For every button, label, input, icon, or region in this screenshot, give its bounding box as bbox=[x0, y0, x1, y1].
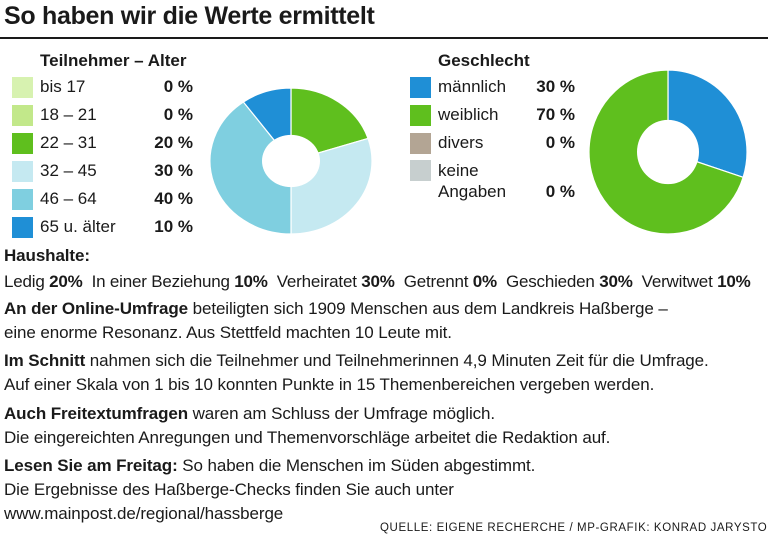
age-legend-swatch bbox=[12, 188, 33, 210]
age-donut-slice bbox=[209, 101, 292, 235]
age-legend-swatch bbox=[12, 104, 33, 126]
gender-donut-chart bbox=[588, 69, 748, 235]
gender-donut-hole bbox=[637, 119, 699, 185]
age-heading: Teilnehmer – Alter bbox=[40, 51, 187, 70]
page-title: So haben wir die Werte ermittelt bbox=[4, 2, 375, 30]
households-item: Ledig 20% bbox=[4, 272, 83, 291]
age-legend-value: 0 % bbox=[163, 77, 193, 96]
gender-legend-value: 0 % bbox=[545, 133, 575, 152]
age-legend-swatch bbox=[12, 132, 33, 154]
gender-legend-item: weiblich bbox=[410, 104, 498, 126]
households-item-value: 10% bbox=[234, 272, 268, 291]
p1-line2: eine enorme Resonanz. Aus Stettfeld mach… bbox=[4, 323, 452, 342]
age-legend-value: 0 % bbox=[163, 105, 193, 124]
gender-legend-label: keine Angaben bbox=[438, 160, 506, 202]
gender-legend-label-line1: keine bbox=[438, 161, 479, 180]
age-donut-hole bbox=[262, 134, 320, 188]
gender-legend-swatch bbox=[410, 104, 431, 126]
p2-line2: Auf einer Skala von 1 bis 10 konnten Pun… bbox=[4, 375, 655, 394]
age-legend-label: 32 – 45 bbox=[40, 161, 97, 180]
households-item: Geschieden 30% bbox=[506, 272, 633, 291]
age-legend-swatch bbox=[12, 216, 33, 238]
age-legend-label: 65 u. älter bbox=[40, 217, 116, 236]
p4-bold: Lesen Sie am Freitag: bbox=[4, 456, 178, 475]
gender-legend-value: 30 % bbox=[536, 77, 575, 96]
p2-rest: nahmen sich die Teilnehmer und Teilnehme… bbox=[85, 351, 709, 370]
age-legend-item: bis 17 bbox=[12, 76, 85, 98]
p3-line2: Die eingereichten Anregungen und Themenv… bbox=[4, 428, 611, 447]
gender-legend-value: 0 % bbox=[545, 182, 575, 201]
paragraph-average: Im Schnitt nahmen sich die Teilnehmer un… bbox=[4, 351, 709, 371]
paragraph-friday: Lesen Sie am Freitag: So haben die Mensc… bbox=[4, 456, 535, 476]
households-item: Verwitwet 10% bbox=[642, 272, 751, 291]
p4-line2: Die Ergebnisse des Haßberge-Checks finde… bbox=[4, 480, 454, 499]
paragraph-online-survey: An der Online-Umfrage beteiligten sich 1… bbox=[4, 299, 668, 319]
gender-legend-swatch bbox=[410, 160, 431, 181]
p3-rest: waren am Schluss der Umfrage möglich. bbox=[188, 404, 496, 423]
households-heading: Haushalte: bbox=[4, 246, 90, 265]
age-legend-item: 65 u. älter bbox=[12, 216, 116, 238]
age-legend-item: 22 – 31 bbox=[12, 132, 97, 154]
gender-legend-item: männlich bbox=[410, 76, 506, 98]
age-legend-value: 30 % bbox=[154, 161, 193, 180]
households-item-label: Verheiratet bbox=[276, 272, 362, 291]
gender-legend-item: keine Angaben bbox=[410, 160, 506, 201]
p1-rest: beteiligten sich 1909 Menschen aus dem L… bbox=[187, 299, 668, 318]
households-item-value: 0% bbox=[472, 272, 497, 291]
p4-rest: So haben die Menschen im Süden abgestimm… bbox=[177, 456, 536, 475]
gender-heading: Geschlecht bbox=[438, 51, 530, 70]
p3-bold: Auch Freitextumfragen bbox=[4, 404, 188, 423]
households-item: Getrennt 0% bbox=[404, 272, 497, 291]
gender-legend-swatch bbox=[410, 132, 431, 154]
source-credit: QUELLE: EIGENE RECHERCHE / MP-GRAFIK: KO… bbox=[380, 522, 768, 534]
gender-legend-value: 70 % bbox=[536, 105, 575, 124]
gender-legend-label: weiblich bbox=[438, 105, 499, 124]
households-item-label: Ledig bbox=[4, 272, 50, 291]
households-item-label: In einer Beziehung bbox=[91, 272, 235, 291]
gender-legend-item: divers bbox=[410, 132, 483, 154]
age-legend-label: 22 – 31 bbox=[40, 133, 97, 152]
age-legend-item: 18 – 21 bbox=[12, 104, 97, 126]
households-item: Verheiratet 30% bbox=[277, 272, 395, 291]
age-legend-label: bis 17 bbox=[40, 77, 86, 96]
households-item: In einer Beziehung 10% bbox=[92, 272, 268, 291]
p2-bold: Im Schnitt bbox=[4, 351, 86, 370]
age-legend-value: 10 % bbox=[154, 217, 193, 236]
paragraph-freetext: Auch Freitextumfragen waren am Schluss d… bbox=[4, 404, 495, 424]
age-legend-item: 46 – 64 bbox=[12, 188, 97, 210]
gender-legend-label: männlich bbox=[438, 77, 507, 96]
households-item-label: Geschieden bbox=[505, 272, 600, 291]
households-item-value: 30% bbox=[599, 272, 633, 291]
age-legend-label: 46 – 64 bbox=[40, 189, 97, 208]
households-item-value: 10% bbox=[717, 272, 751, 291]
age-legend-swatch bbox=[12, 160, 33, 182]
age-legend-value: 20 % bbox=[154, 133, 193, 152]
households-row: Ledig 20% In einer Beziehung 10% Verheirat… bbox=[4, 272, 760, 292]
households-item-value: 30% bbox=[361, 272, 395, 291]
households-item-label: Verwitwet bbox=[641, 272, 718, 291]
age-legend-value: 40 % bbox=[154, 189, 193, 208]
gender-legend-label-line2: Angaben bbox=[438, 182, 507, 201]
age-donut-chart bbox=[209, 87, 373, 235]
age-legend-item: 32 – 45 bbox=[12, 160, 97, 182]
p1-bold: An der Online-Umfrage bbox=[4, 299, 188, 318]
p4-line3-url: www.mainpost.de/regional/hassberge bbox=[4, 504, 284, 523]
age-legend-label: 18 – 21 bbox=[40, 105, 97, 124]
households-item-value: 20% bbox=[49, 272, 83, 291]
title-divider bbox=[0, 37, 768, 39]
age-legend-swatch bbox=[12, 76, 33, 98]
households-item-label: Getrennt bbox=[403, 272, 473, 291]
gender-legend-label: divers bbox=[438, 133, 484, 152]
gender-legend-swatch bbox=[410, 76, 431, 98]
